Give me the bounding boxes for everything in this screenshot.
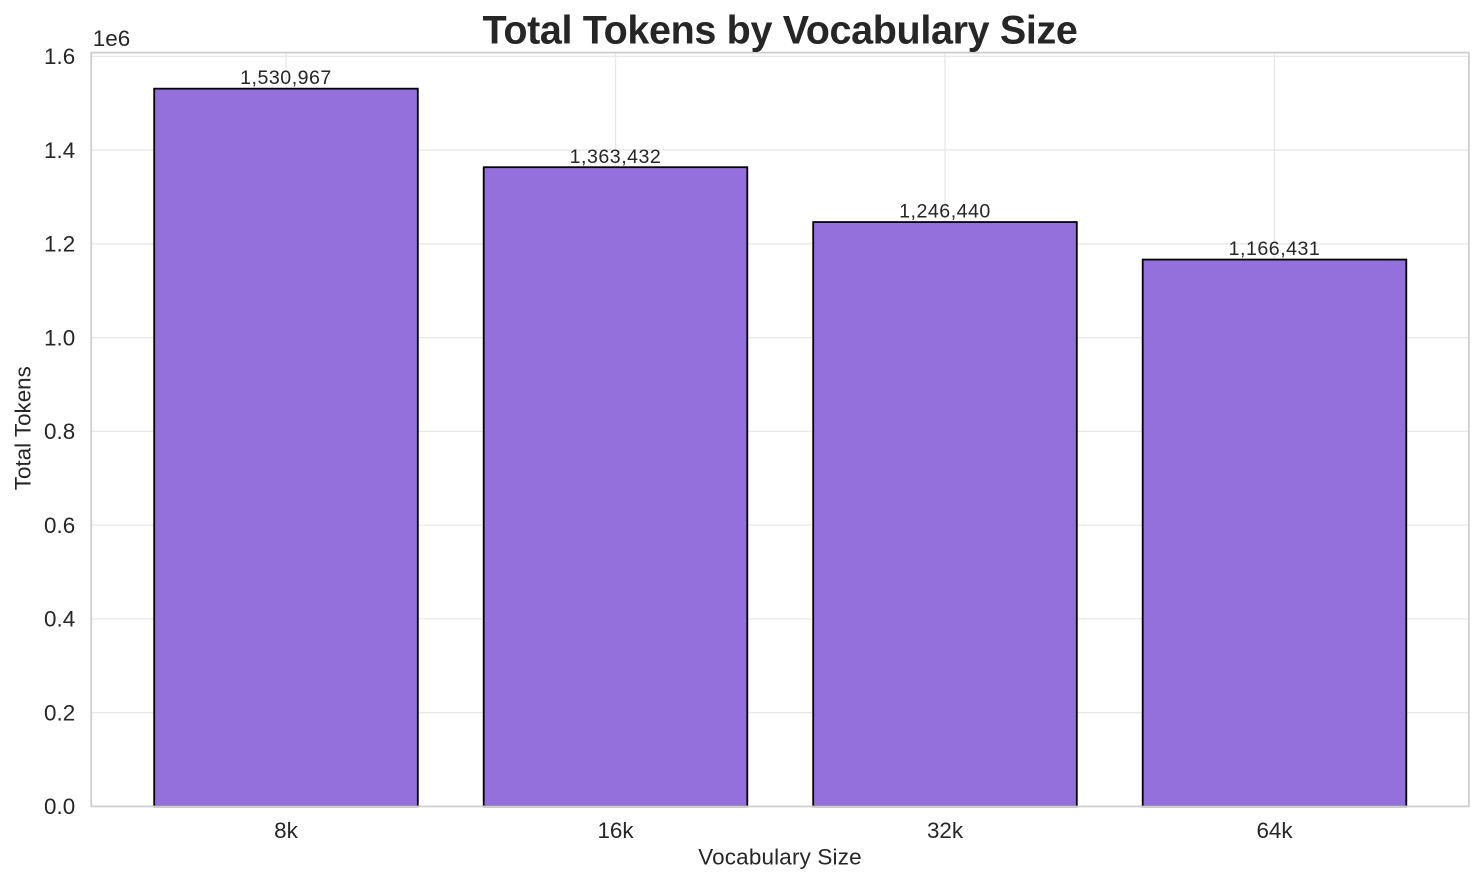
svg-text:1e6: 1e6 xyxy=(93,26,130,51)
svg-text:Total Tokens by Vocabulary Siz: Total Tokens by Vocabulary Size xyxy=(483,9,1078,53)
svg-text:0.8: 0.8 xyxy=(44,419,75,444)
svg-text:1,166,431: 1,166,431 xyxy=(1229,238,1321,260)
svg-text:0.6: 0.6 xyxy=(44,513,75,538)
svg-text:1.6: 1.6 xyxy=(44,44,75,69)
svg-text:64k: 64k xyxy=(1256,818,1293,843)
svg-text:1.2: 1.2 xyxy=(44,232,75,257)
svg-text:0.2: 0.2 xyxy=(44,700,75,725)
svg-text:1,246,440: 1,246,440 xyxy=(899,201,991,223)
svg-text:16k: 16k xyxy=(597,818,634,843)
svg-text:0.4: 0.4 xyxy=(44,607,75,632)
svg-text:0.0: 0.0 xyxy=(44,794,75,819)
svg-text:32k: 32k xyxy=(927,818,964,843)
svg-text:1.0: 1.0 xyxy=(44,325,75,350)
svg-text:1.4: 1.4 xyxy=(44,138,75,163)
svg-text:8k: 8k xyxy=(274,818,298,843)
svg-text:Total Tokens: Total Tokens xyxy=(11,366,36,490)
svg-text:1,363,432: 1,363,432 xyxy=(570,146,662,168)
svg-text:Vocabulary Size: Vocabulary Size xyxy=(698,845,862,870)
svg-text:1,530,967: 1,530,967 xyxy=(240,67,332,89)
